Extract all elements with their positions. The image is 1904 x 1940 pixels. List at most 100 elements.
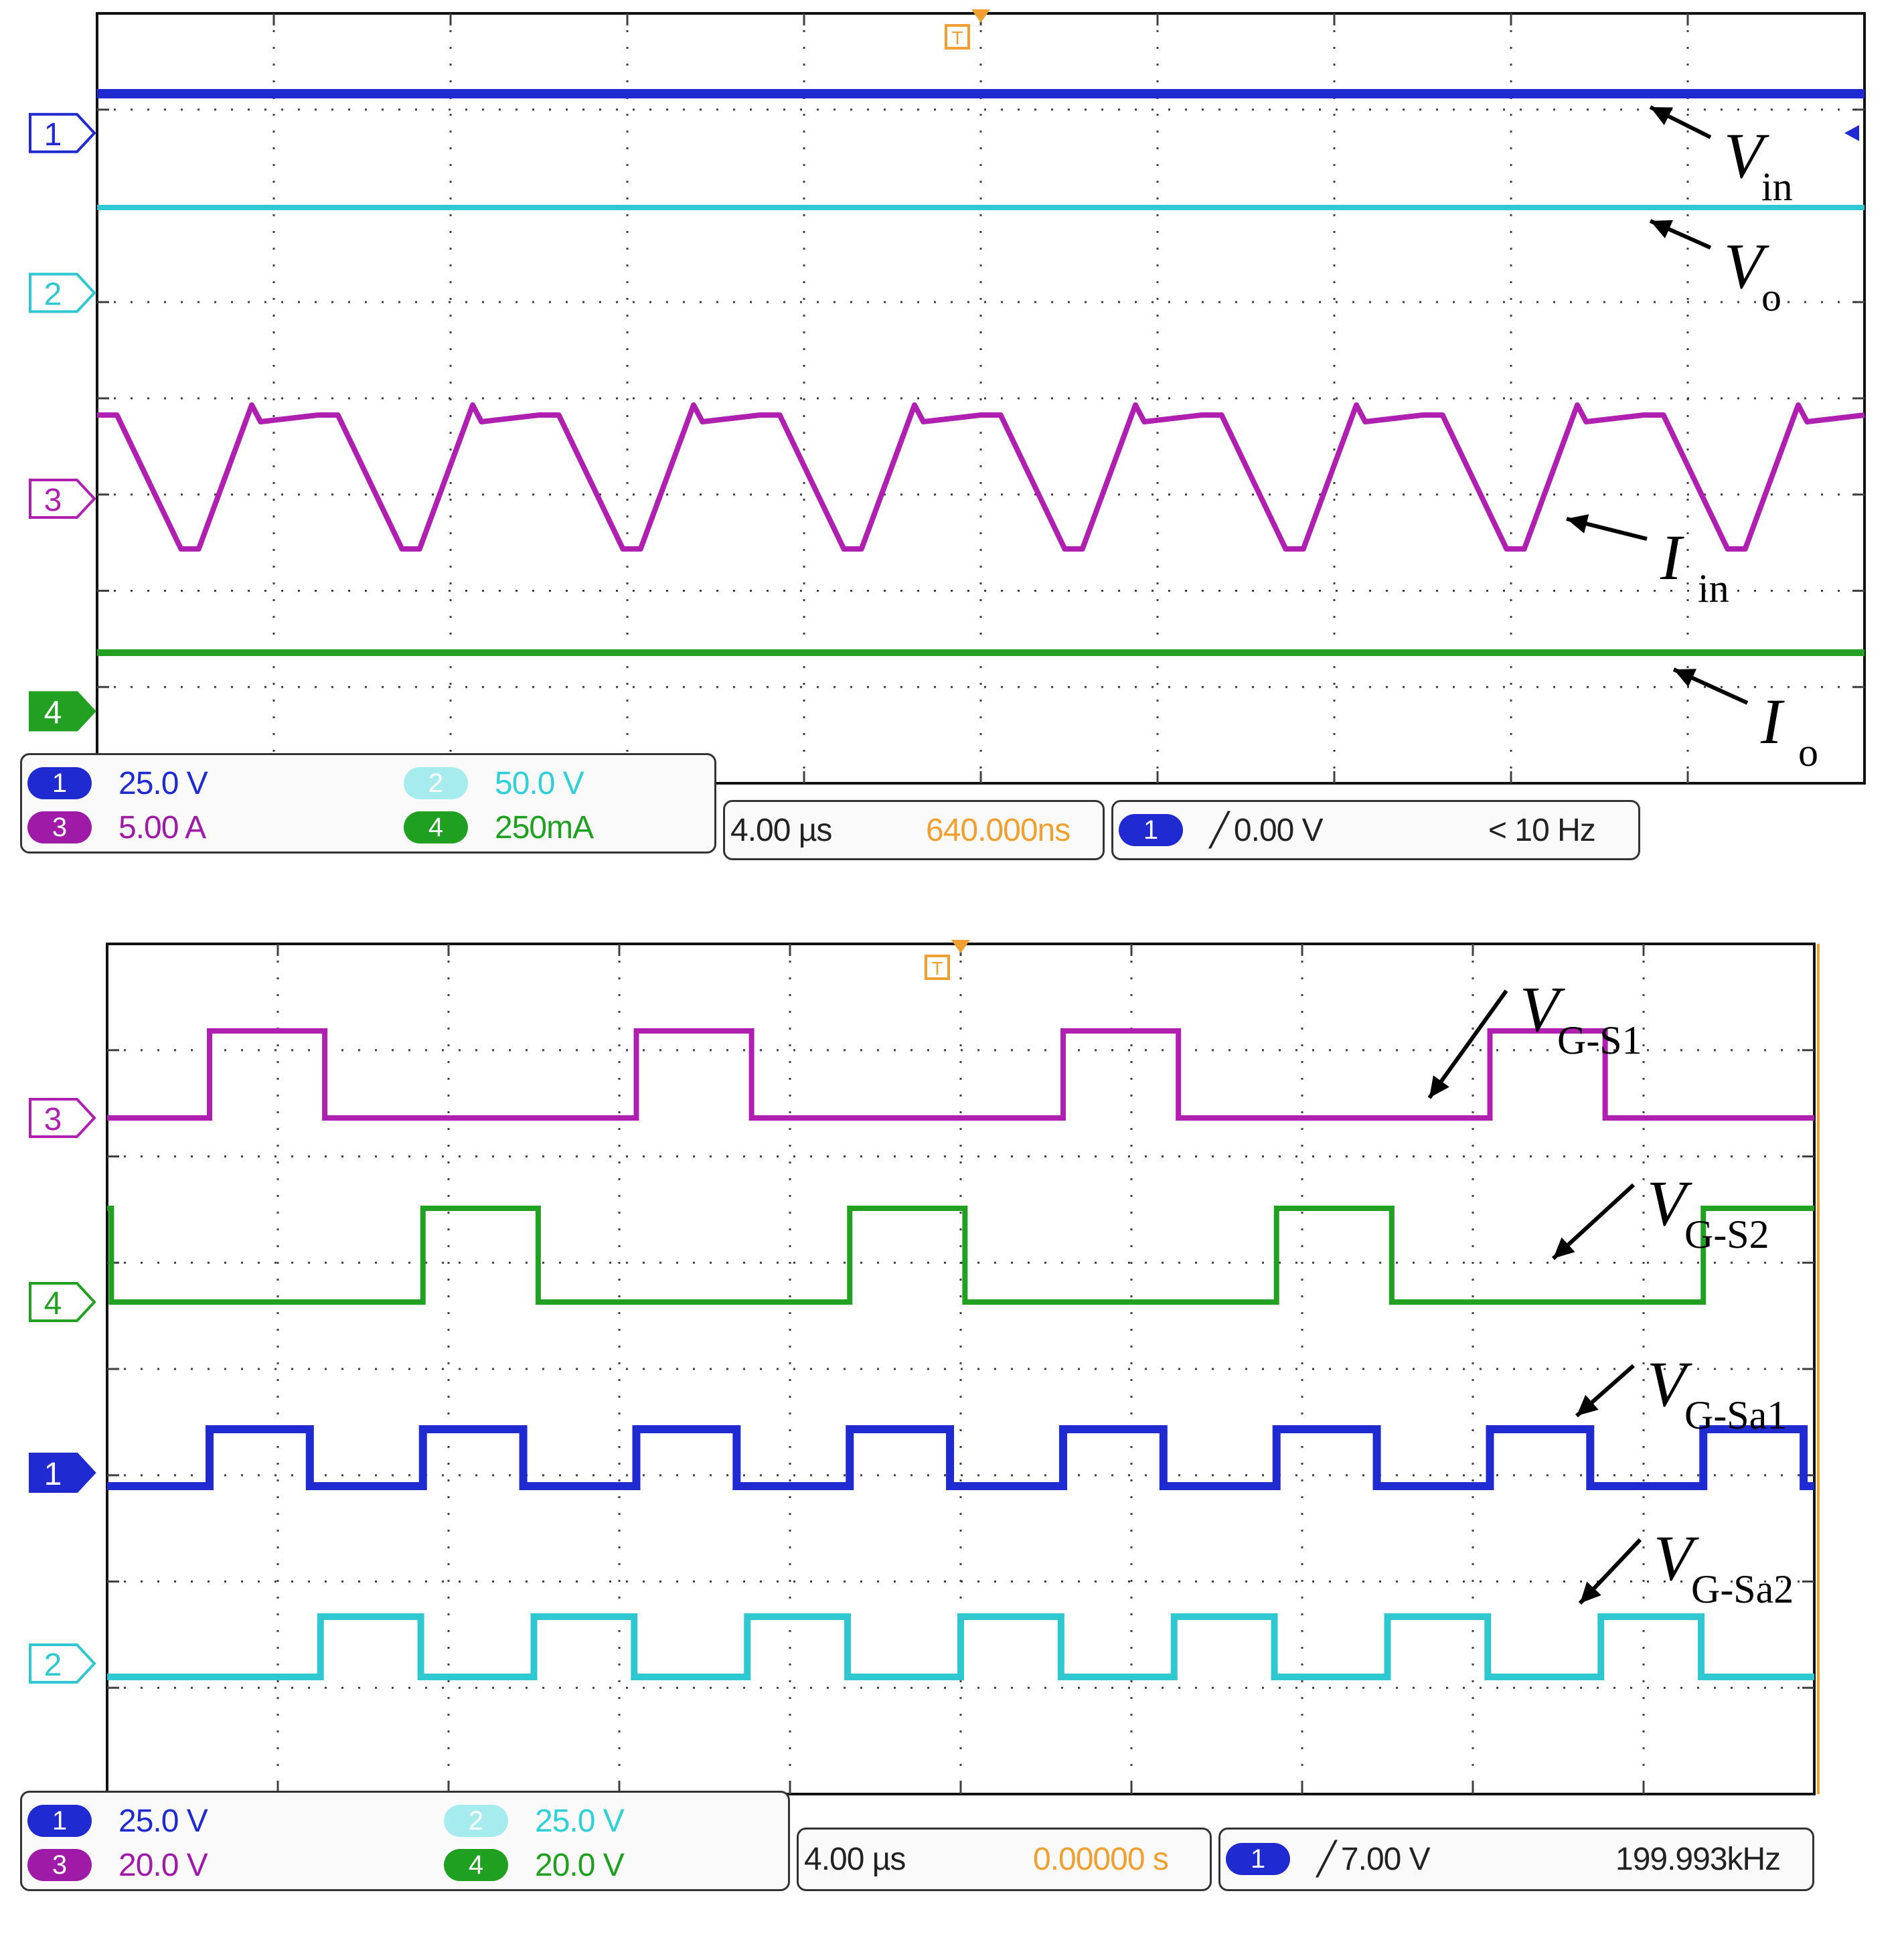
trigger-level-value: 0.00 V	[1233, 812, 1324, 848]
scope-capture-gate-signals: T 3 4 1 2 V G-S1 V G-S2 V G-Sa1 V G-Sa2 1 25.0 V 2 2…	[20, 937, 1895, 1891]
scope2-trace-label-3: V	[1654, 1522, 1699, 1594]
scope1-ch1-marker-label: 1	[44, 117, 62, 153]
scope1-trace-label-1: V	[1724, 230, 1769, 302]
scope1-ch4-marker	[29, 691, 96, 732]
scope2-label-arrow	[1427, 989, 1508, 1099]
timebase-value: 4.00 µs	[730, 812, 832, 848]
scope1-ch2-marker-label: 2	[44, 277, 62, 313]
scope1-ch2-marker	[29, 272, 96, 313]
trigger-level-value: 7.00 V	[1340, 1841, 1431, 1877]
trigger-position-value: 640.000ns	[926, 812, 1070, 848]
scope-2-trigger-panel: 1 ╱ 7.00 V 199.993kHz	[1218, 1828, 1814, 1891]
scope-2-channel-scale-panel: 1 25.0 V 2 25.0 V 3 20.0 V 4 20.0 V	[20, 1791, 790, 1891]
trigger-source-chip: 1	[1226, 1843, 1290, 1875]
scope-1-ch1-scale: 1 25.0 V	[27, 763, 208, 803]
trigger-frequency-value: 199.993kHz	[1615, 1841, 1781, 1877]
ch2-chip: 2	[444, 1805, 508, 1837]
scope1-label-arrowhead	[1650, 107, 1673, 125]
scope-2-timebase-panel: 4.00 µs 0.00000 s	[797, 1828, 1212, 1891]
timebase-value: 4.00 µs	[804, 1841, 906, 1877]
trigger-position-row: 0.00000 s	[1033, 1839, 1169, 1879]
trigger-source-chip: 1	[1119, 814, 1183, 846]
scope-2-ch2-scale: 2 25.0 V	[444, 1801, 625, 1841]
scope-1-ch3-scale: 3 5.00 A	[27, 807, 206, 847]
scope2-trace-label-sub-2: G-Sa1	[1684, 1393, 1787, 1437]
trigger-frequency-row: 199.993kHz	[1615, 1839, 1781, 1879]
scope2-trace-vgsa2	[107, 1613, 1814, 1680]
scope2-label-arrowhead	[1577, 1394, 1599, 1416]
scope2-trace-vgs1	[107, 1028, 1814, 1121]
scope2-trigger-t-glyph: T	[931, 958, 943, 979]
scope2-ch1-marker	[29, 1453, 96, 1493]
scope-1-timebase-panel: 4.00 µs 640.000ns	[723, 800, 1105, 860]
ch1-chip: 1	[27, 1805, 92, 1837]
ch1-scale-value: 25.0 V	[118, 765, 208, 801]
scope2-trace-label-1: V	[1647, 1167, 1692, 1239]
scope2-label-arrowhead	[1553, 1237, 1575, 1259]
scope2-trace-label-sub-0: G-S1	[1557, 1018, 1642, 1062]
timebase-row: 4.00 µs	[730, 810, 832, 850]
ch3-scale-value: 20.0 V	[118, 1847, 208, 1883]
ch4-chip: 4	[404, 811, 468, 843]
scope2-ch1-marker-label: 1	[44, 1457, 62, 1492]
scope-2-ch1-scale: 1 25.0 V	[27, 1801, 208, 1841]
scope-1-ch2-scale: 2 50.0 V	[404, 763, 584, 803]
scope2-trace-label-0: V	[1520, 973, 1565, 1045]
scope1-label-arrowhead	[1567, 514, 1589, 534]
ch2-chip: 2	[404, 767, 468, 799]
scope1-trace-label-sub-1: o	[1761, 275, 1781, 319]
ch4-scale-value: 250mA	[495, 809, 594, 845]
ch2-scale-value: 50.0 V	[495, 765, 584, 801]
ch2-scale-value: 25.0 V	[535, 1803, 625, 1839]
scope2-ch2-marker-label: 2	[44, 1647, 62, 1683]
ch1-chip: 1	[27, 767, 92, 799]
scope2-ch2-marker	[29, 1643, 96, 1684]
scope-2-ch4-scale: 4 20.0 V	[444, 1845, 625, 1885]
trigger-source-row: 1 ╱ 7.00 V	[1226, 1839, 1431, 1879]
scope1-trace-label-0: V	[1724, 120, 1769, 191]
trigger-position-value: 0.00000 s	[1033, 1841, 1169, 1877]
scope2-trace-label-2: V	[1647, 1348, 1692, 1420]
ch3-scale-value: 5.00 A	[118, 809, 206, 845]
scope1-ch3-marker-label: 3	[44, 483, 62, 518]
ch3-chip: 3	[27, 1849, 92, 1881]
scope2-trace-label-sub-3: G-Sa2	[1691, 1567, 1794, 1611]
scope2-ch3-marker-label: 3	[44, 1102, 62, 1137]
scope1-ch4-marker-label: 4	[44, 696, 62, 731]
scope1-trigger-t-icon	[945, 24, 970, 50]
scope-1-channel-scale-panel: 1 25.0 V 2 50.0 V 3 5.00 A 4 250mA	[20, 753, 716, 854]
scope2-ch4-marker	[29, 1282, 96, 1322]
ch4-scale-value: 20.0 V	[535, 1847, 625, 1883]
rising-edge-icon: ╱	[1210, 813, 1229, 848]
ch4-chip: 4	[444, 1849, 508, 1881]
scope2-trigger-arrow-icon	[951, 940, 970, 953]
scope2-label-arrowhead	[1429, 1075, 1449, 1098]
scope2-trigger-t-icon	[925, 955, 950, 980]
timebase-row: 4.00 µs	[804, 1839, 906, 1879]
trigger-source-row: 1 ╱ 0.00 V	[1119, 810, 1324, 850]
trigger-frequency-row: < 10 Hz	[1488, 810, 1596, 850]
scope2-trace-vgs2	[107, 1206, 1814, 1305]
scope1-ch1-marker	[29, 112, 96, 153]
scope2-label-arrowhead	[1580, 1581, 1601, 1603]
scope1-trace-label-sub-0: in	[1761, 165, 1793, 209]
scope1-trigger-arrow-icon	[971, 9, 990, 23]
scope-2-ch3-scale: 3 20.0 V	[27, 1845, 208, 1885]
scope1-trace-label-sub-2: in	[1698, 566, 1729, 611]
trigger-frequency-value: < 10 Hz	[1488, 812, 1596, 848]
rising-edge-icon: ╱	[1317, 1842, 1336, 1877]
scope1-label-arrowhead	[1650, 220, 1673, 238]
scope1-trace-label-sub-3: o	[1798, 730, 1818, 775]
scope1-label-arrowhead	[1674, 669, 1696, 688]
scope1-trace-iin	[97, 402, 1865, 552]
scope2-trace-label-sub-1: G-S2	[1684, 1212, 1769, 1257]
scope1-ch3-marker	[29, 479, 96, 519]
ch3-chip: 3	[27, 811, 92, 843]
scope-1-ch4-scale: 4 250mA	[404, 807, 594, 847]
scope1-ch1-level-arrow-icon	[1844, 125, 1859, 141]
scope-1-trigger-panel: 1 ╱ 0.00 V < 10 Hz	[1111, 800, 1640, 860]
scope1-trigger-t-glyph: T	[951, 27, 963, 48]
